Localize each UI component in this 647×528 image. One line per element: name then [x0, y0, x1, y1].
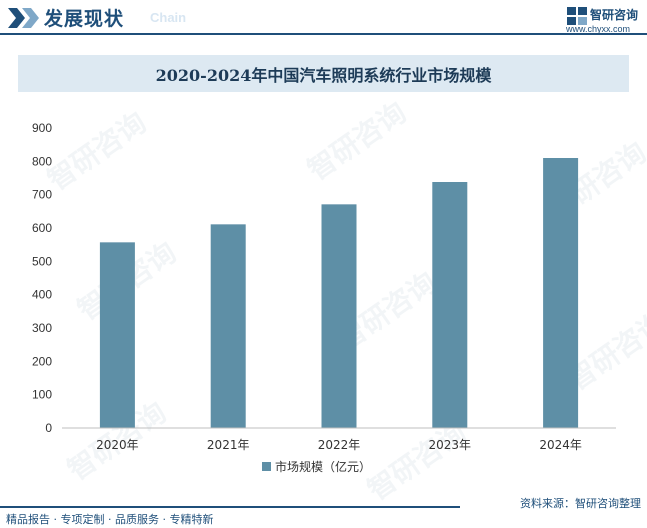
chart-title-band: 2020-2024年中国汽车照明系统行业市场规模: [18, 55, 629, 92]
legend-swatch: [262, 462, 271, 471]
legend: 市场规模（亿元）: [262, 459, 371, 474]
bars: [99, 158, 579, 428]
y-tick-label: 700: [32, 188, 52, 202]
y-tick-label: 400: [32, 288, 52, 302]
y-tick-label: 500: [32, 254, 52, 268]
bar: [99, 242, 135, 428]
x-tick-label: 2021年: [207, 438, 250, 452]
header-divider: [0, 33, 647, 35]
bar: [432, 182, 468, 428]
brand-url: www.chyxx.com: [566, 24, 631, 34]
bar: [321, 204, 357, 428]
y-tick-label: 100: [32, 388, 52, 402]
x-tick-label: 2020年: [96, 438, 139, 452]
brand-name: 智研咨询: [590, 8, 639, 22]
x-tick-label: 2024年: [539, 438, 582, 452]
bar: [210, 224, 246, 428]
footer-divider: [0, 506, 460, 508]
x-tick-label: 2023年: [429, 438, 472, 452]
section-subtitle: Chain: [150, 10, 187, 25]
footer-slogan: 精品报告 · 专项定制 · 品质服务 · 专精特新: [6, 513, 214, 526]
y-tick-label: 600: [32, 221, 52, 235]
y-tick-label: 200: [32, 354, 52, 368]
x-tick-label: 2022年: [318, 438, 361, 452]
page-header: 发展现状 Chain 智研咨询 www.chyxx.com: [0, 0, 647, 36]
y-axis-labels: 0 100 200 300 400 500 600 700 800 900: [32, 121, 52, 435]
y-tick-label: 900: [32, 121, 52, 135]
source-note: 资料来源：智研咨询整理: [520, 497, 641, 510]
bar: [543, 158, 579, 428]
y-tick-label: 300: [32, 321, 52, 335]
y-tick-label: 800: [32, 154, 52, 168]
chevron-right-icon: [8, 8, 39, 28]
y-tick-label: 0: [45, 421, 52, 435]
legend-label: 市场规模（亿元）: [275, 459, 371, 474]
section-title: 发展现状: [44, 8, 125, 30]
x-axis-labels: 2020年 2021年 2022年 2023年 2024年: [96, 438, 582, 452]
brand-logo-icon: [567, 7, 587, 25]
chart-title: 2020-2024年中国汽车照明系统行业市场规模: [155, 65, 492, 85]
